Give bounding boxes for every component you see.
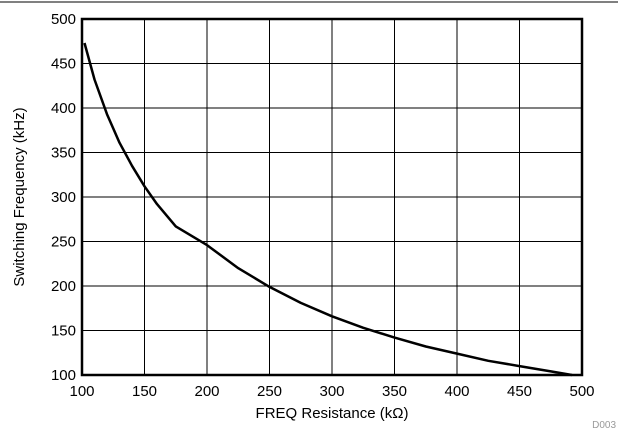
y-axis-label: Switching Frequency (kHz)	[11, 107, 28, 286]
x-tick-label: 250	[257, 383, 282, 400]
x-tick-label: 450	[507, 383, 532, 400]
figure-id: D003	[592, 420, 616, 430]
x-tick-label: 200	[194, 383, 219, 400]
x-tick-label: 350	[382, 383, 407, 400]
y-tick-label: 100	[51, 367, 76, 384]
y-tick-label: 500	[51, 11, 76, 28]
y-tick-labels: 100 150 200 250 300 350 400 450 500	[51, 11, 76, 384]
y-tick-label: 150	[51, 323, 76, 340]
grid-lines	[81, 18, 583, 376]
y-tick-label: 400	[51, 100, 76, 117]
x-tick-label: 400	[444, 383, 469, 400]
plot-frame	[80, 17, 584, 377]
x-tick-label: 100	[69, 383, 94, 400]
series-line	[83, 42, 573, 377]
y-tick-label: 350	[51, 145, 76, 162]
y-tick-label: 250	[51, 234, 76, 251]
x-tick-label: 300	[319, 383, 344, 400]
x-tick-label: 150	[132, 383, 157, 400]
x-axis-label: FREQ Resistance (kΩ)	[256, 405, 409, 422]
series-layer	[83, 42, 573, 377]
x-tick-labels: 100 150 200 250 300 350 400 450 500	[69, 383, 594, 400]
x-tick-label: 500	[569, 383, 594, 400]
y-tick-label: 200	[51, 278, 76, 295]
y-tick-label: 300	[51, 189, 76, 206]
y-tick-label: 450	[51, 56, 76, 73]
